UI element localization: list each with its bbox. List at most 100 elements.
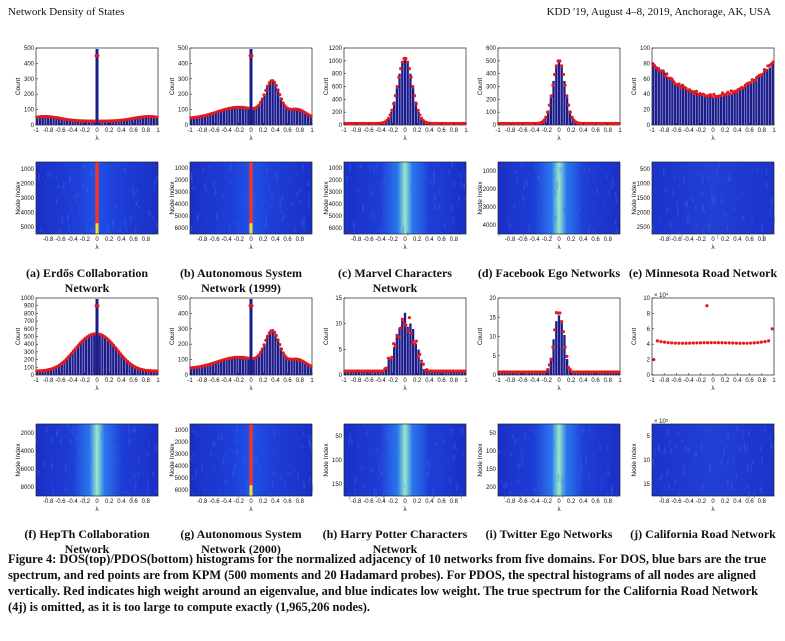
dos-bar — [57, 118, 61, 125]
x-tick-label: -0.8 — [43, 237, 54, 243]
heatmap-texture — [709, 464, 711, 471]
dos-bar — [38, 370, 42, 375]
heatmap-eigen-spike-tail — [249, 223, 253, 234]
heatmap-eigen-spike-tail — [249, 485, 253, 496]
x-tick-label: -0.6 — [55, 237, 66, 243]
dos-bar — [290, 359, 293, 375]
kpm-point — [684, 86, 688, 90]
y-tick-label: 150 — [486, 467, 497, 473]
x-tick-label: -0.2 — [388, 499, 399, 505]
heatmap-texture — [568, 482, 570, 487]
heatmap-texture — [229, 181, 232, 184]
x-tick-label: 0 — [249, 499, 253, 505]
kpm-point — [679, 86, 683, 90]
dos-bar — [287, 359, 291, 375]
heatmap-texture — [107, 224, 109, 228]
x-tick-label: 0.4 — [579, 128, 588, 134]
heatmap-texture — [538, 204, 540, 212]
heatmap-texture — [361, 465, 363, 469]
y-tick-label: 200 — [24, 358, 35, 364]
y-tick-label: 200 — [24, 92, 35, 98]
kpm-point — [414, 102, 418, 106]
kpm-point — [309, 114, 313, 118]
subfigure-caption-a: (a) Erdős Collaboration Network — [25, 266, 148, 295]
x-tick-label: 0 — [711, 237, 715, 243]
heatmap-texture — [554, 190, 556, 195]
x-tick-label: -0.6 — [671, 499, 682, 505]
dos-bar — [384, 367, 388, 375]
heatmap-texture — [433, 495, 435, 500]
x-tick-label: -0.4 — [683, 237, 694, 243]
heatmap-texture — [747, 464, 749, 473]
heatmap-texture — [513, 204, 516, 210]
dos-bar — [41, 370, 44, 375]
dos-bar — [76, 345, 80, 375]
heatmap-texture — [363, 209, 365, 213]
heatmap-texture — [383, 490, 385, 498]
dos-bar — [211, 363, 215, 375]
kpm-point — [412, 94, 417, 98]
x-tick-label: -0.6 — [363, 128, 374, 134]
kpm-point — [712, 92, 716, 96]
heatmap-texture — [402, 225, 405, 234]
heatmap-texture — [50, 171, 52, 178]
heatmap-texture — [214, 187, 217, 195]
heatmap-texture — [753, 491, 755, 500]
heatmap-texture — [395, 447, 398, 456]
dos-bar — [152, 370, 156, 375]
heatmap-texture — [592, 228, 594, 232]
dos-bar — [690, 92, 693, 125]
kpm-point — [670, 341, 674, 345]
kpm-point — [560, 320, 564, 324]
dos-bar — [687, 89, 690, 125]
heatmap-texture — [614, 191, 617, 198]
heatmap-texture — [681, 232, 683, 239]
heatmap-texture — [392, 481, 395, 486]
heatmap-texture — [615, 493, 618, 498]
heatmap-texture — [716, 170, 719, 178]
x-tick-label: 1 — [772, 378, 776, 384]
x-tick-label: -0.2 — [542, 128, 553, 134]
heatmap-texture — [107, 178, 109, 182]
heatmap-texture — [726, 479, 729, 486]
heatmap-texture — [128, 493, 130, 497]
kpm-point — [677, 82, 681, 86]
kpm-point — [397, 335, 401, 339]
heatmap-texture — [286, 471, 289, 475]
heatmap-texture — [599, 216, 601, 219]
heatmap-texture — [134, 427, 137, 433]
heatmap-texture — [112, 220, 114, 227]
heatmap-texture — [373, 488, 375, 496]
heatmap-texture — [567, 456, 569, 460]
dos-bar — [547, 110, 550, 125]
heatmap-texture — [362, 203, 364, 212]
heatmap-texture — [700, 191, 703, 196]
heatmap-texture — [80, 455, 83, 462]
dos-bar — [152, 116, 156, 125]
kpm-point — [385, 366, 389, 370]
heatmap-texture — [606, 174, 608, 179]
heatmap-texture — [265, 216, 267, 225]
heatmap-texture — [424, 453, 427, 456]
y-tick-label: 200 — [178, 92, 189, 98]
heatmap-texture — [765, 181, 768, 190]
heatmap-texture — [593, 453, 595, 458]
heatmap-field — [344, 162, 466, 234]
dos-bar — [274, 333, 277, 375]
plot-frame — [35, 161, 159, 235]
heatmap-texture — [272, 471, 274, 476]
x-axis-label: λ — [403, 506, 407, 513]
kpm-point — [393, 94, 398, 98]
y-tick-label: 500 — [24, 335, 35, 341]
pdos-heatmap-j: 5 10 15 × 10⁵ -0.8 -0.6 -0.4 -0.2 0 0.2 0.4 0.6 0.8 λ… — [631, 418, 775, 513]
kpm-point — [734, 90, 739, 94]
heatmap-texture — [694, 205, 697, 211]
dos-bar — [206, 364, 209, 375]
heatmap-texture — [43, 460, 46, 468]
heatmap-texture — [610, 184, 613, 189]
heatmap-texture — [83, 495, 86, 502]
heatmap-texture — [195, 469, 197, 478]
y-tick-label: 500 — [486, 59, 497, 65]
